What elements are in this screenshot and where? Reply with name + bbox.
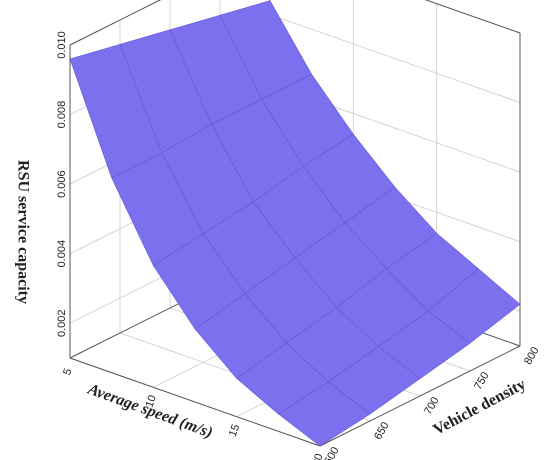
z-tick-label: 0.010 — [56, 31, 68, 59]
box-edge — [319, 345, 521, 447]
z-axis-title: RSU service capacity — [14, 160, 31, 304]
z-tick-label: 0.004 — [56, 240, 68, 268]
surface-patch — [277, 381, 371, 447]
z-tick-label: 0.002 — [56, 309, 68, 337]
y-tick-label: 800 — [522, 345, 542, 367]
box-edge — [69, 0, 162, 46]
z-tick-label: 0.008 — [56, 101, 68, 129]
x-tick-label: 10 — [144, 393, 159, 409]
y-tick-label: 700 — [422, 395, 442, 417]
x-tick-label: 5 — [61, 367, 74, 377]
y-tick-label: 600 — [322, 445, 342, 460]
y-tick-label: 750 — [472, 370, 492, 392]
x-axis-title: Average speed (m/s) — [85, 380, 215, 441]
surface — [69, 0, 521, 447]
box-edge — [69, 357, 321, 447]
y-tick-label: 650 — [372, 420, 392, 442]
box-edge — [424, 0, 521, 34]
grid-line — [269, 14, 521, 104]
x-tick-label: 20 — [310, 452, 325, 460]
x-tick-label: 15 — [227, 423, 242, 439]
z-tick-label: 0.006 — [56, 170, 68, 198]
